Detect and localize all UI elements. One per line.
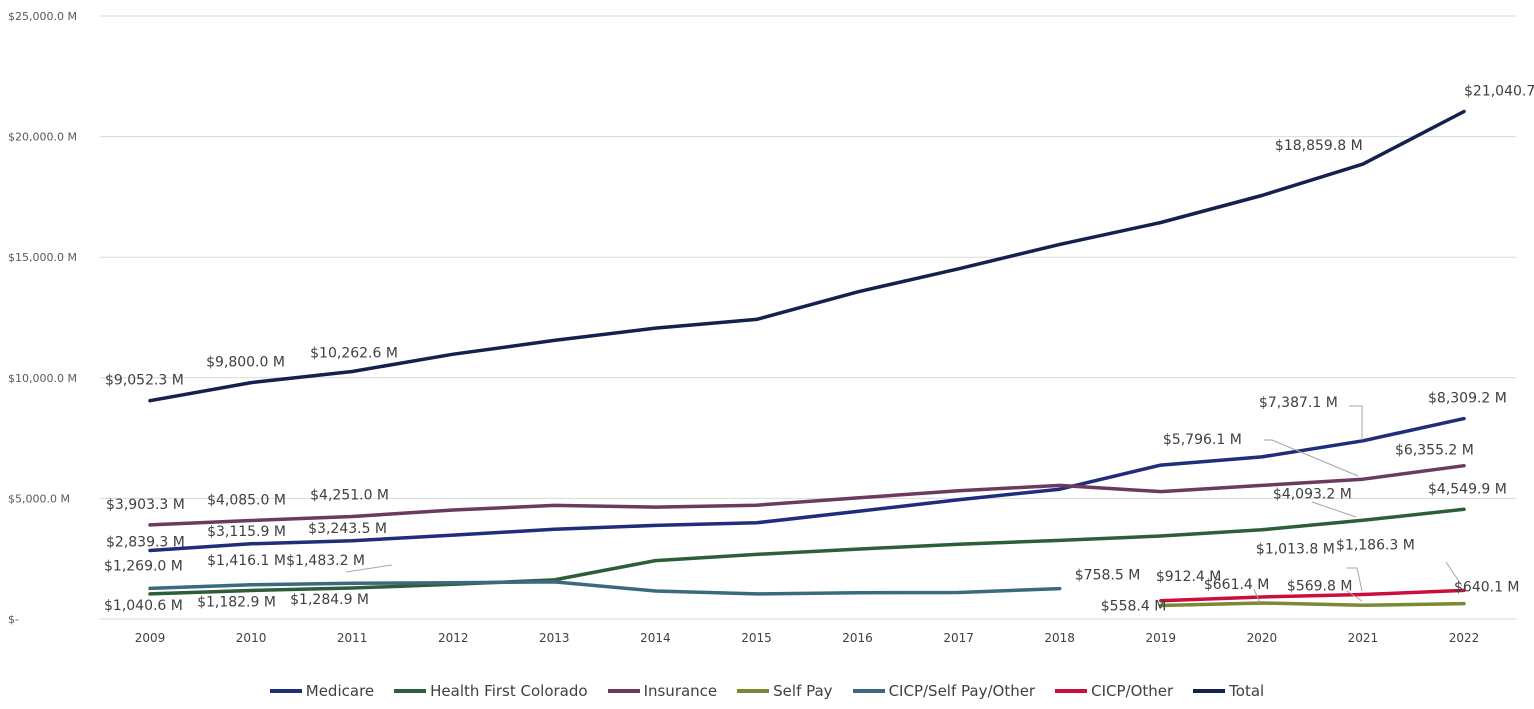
legend-swatch [737,689,770,693]
y-axis: $- $5,000.0 M $10,000.0 M $15,000.0 M $20,00… [8,10,77,626]
legend-swatch [1055,689,1088,693]
series-line-cicp-self-pay-other [148,580,1062,596]
data-label-insurance: $6,355.2 M [1395,443,1474,459]
x-tick-label: 2021 [1348,631,1379,645]
series-line-cicp-other [1159,588,1466,603]
x-tick-label: 2010 [236,631,267,645]
y-tick-label: $- [8,613,19,626]
y-tick-label: $10,000.0 M [8,372,77,385]
y-tick-label: $15,000.0 M [8,251,77,264]
data-label-health-first-colorado: $1,284.9 M [290,592,369,608]
x-tick-label: 2017 [943,631,974,645]
x-tick-label: 2012 [438,631,469,645]
legend-item-medicare: Medicare [269,682,375,700]
legend-swatch [607,689,640,693]
x-tick-label: 2022 [1449,631,1480,645]
legend-item-cicp-other: CICP/Other [1055,682,1173,700]
data-label-cicp-self-pay-other: $1,269.0 M [104,558,183,574]
data-label-insurance: $4,251.0 M [310,487,389,503]
x-tick-label: 2013 [539,631,570,645]
label-leaders [345,405,1463,604]
legend-label: CICP/Other [1091,682,1174,700]
legend-label: Self Pay [773,682,833,700]
data-label-medicare: $2,839.3 M [106,535,185,551]
legend-item-insurance: Insurance [607,682,718,700]
legend-item-self-pay: Self Pay [737,682,833,700]
label-leader-line [1311,501,1357,518]
series-line-total [148,109,1466,403]
x-tick-label: 2009 [135,631,166,645]
y-tick-label: $5,000.0 M [8,492,70,505]
data-label-cicp-other: $758.5 M [1075,568,1141,584]
data-label-total: $9,052.3 M [105,373,184,389]
series-lines [148,109,1466,608]
data-labels: $2,839.3 M $3,115.9 M $3,243.5 M $7,387.1 M… [104,83,1534,614]
legend-swatch [852,689,885,693]
label-leader-line [1349,405,1363,440]
data-label-total: $21,040.7 M [1464,83,1534,99]
legend-swatch [1193,689,1226,693]
legend-label: CICP/Self Pay/Other [888,682,1036,700]
series-line-self-pay [1159,601,1466,608]
legend-swatch [394,689,427,693]
data-label-medicare: $7,387.1 M [1259,395,1338,411]
data-label-health-first-colorado: $4,549.9 M [1428,481,1507,497]
label-leader-line [1253,588,1261,604]
x-tick-label: 2014 [640,631,671,645]
legend: Medicare Health First Colorado Insurance Se… [0,682,1534,700]
gridlines [100,15,1516,620]
data-label-medicare: $3,243.5 M [308,521,387,537]
data-label-health-first-colorado: $1,182.9 M [197,594,276,610]
label-leader-line [1445,561,1463,587]
data-label-insurance: $5,796.1 M [1163,432,1242,448]
legend-item-total: Total [1193,682,1264,700]
data-label-total: $9,800.0 M [206,355,285,371]
legend-item-health-first-colorado: Health First Colorado [394,682,588,700]
label-leader-line [345,564,393,573]
label-leader-line [1346,590,1363,602]
x-axis: 2009 2010 2011 2012 2013 2014 2015 2016 2017 2018… [135,631,1480,645]
data-label-cicp-self-pay-other: $1,416.1 M [207,553,286,569]
data-label-total: $18,859.8 M [1275,138,1363,154]
x-tick-label: 2018 [1044,631,1075,645]
legend-label: Total [1229,682,1265,700]
x-tick-label: 2020 [1247,631,1278,645]
data-label-insurance: $3,903.3 M [106,497,185,513]
data-label-medicare: $8,309.2 M [1428,391,1507,407]
data-label-self-pay: $661.4 M [1204,577,1270,593]
label-leader-line [1347,567,1363,592]
data-label-medicare: $3,115.9 M [207,524,286,540]
x-tick-label: 2015 [741,631,772,645]
data-label-cicp-other: $1,186.3 M [1336,537,1415,553]
data-label-cicp-other: $1,013.8 M [1256,542,1335,558]
data-label-self-pay: $640.1 M [1454,580,1520,596]
series-line-health-first-colorado [148,507,1466,596]
data-label-self-pay: $569.8 M [1287,578,1353,594]
x-tick-label: 2016 [842,631,873,645]
data-label-total: $10,262.6 M [310,345,398,361]
x-tick-label: 2019 [1145,631,1176,645]
legend-label: Insurance [643,682,718,700]
legend-label: Health First Colorado [430,682,588,700]
data-label-cicp-other: $912.4 M [1156,569,1222,585]
legend-swatch [269,689,302,693]
data-label-health-first-colorado: $4,093.2 M [1273,486,1352,502]
legend-label: Medicare [305,682,375,700]
data-label-cicp-self-pay-other: $1,483.2 M [286,553,365,569]
data-label-health-first-colorado: $1,040.6 M [104,598,183,614]
y-tick-label: $20,000.0 M [8,131,77,144]
x-tick-label: 2011 [337,631,368,645]
y-tick-label: $25,000.0 M [8,10,77,23]
legend-item-cicp-self-pay-other: CICP/Self Pay/Other [852,682,1036,700]
data-label-self-pay: $558.4 M [1101,599,1167,615]
series-line-insurance [148,463,1466,527]
data-label-insurance: $4,085.0 M [207,492,286,508]
label-leader-line [1264,439,1359,477]
series-line-medicare [148,416,1466,553]
